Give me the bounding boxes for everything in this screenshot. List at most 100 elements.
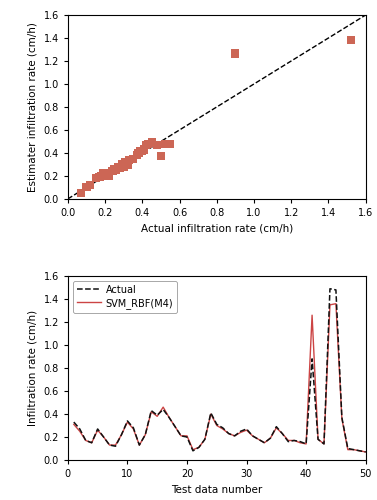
Actual (83, 438, 88, 444)
Actual (119, 432, 124, 438)
Legend: Actual, SVM_RBF(M4): Actual, SVM_RBF(M4) (73, 281, 177, 312)
SVM_RBF(M4) (274, 425, 279, 431)
Actual (262, 440, 267, 446)
SVM_RBF(M4) (357, 448, 362, 454)
Actual (208, 410, 213, 416)
Actual (173, 424, 177, 430)
Point (141, 146, 147, 154)
SVM_RBF(M4) (232, 433, 237, 439)
SVM_RBF(M4) (149, 408, 153, 414)
SVM_RBF(M4) (137, 442, 142, 448)
Actual (363, 449, 368, 455)
Actual (101, 434, 106, 440)
SVM_RBF(M4) (304, 441, 308, 447)
Point (154, 141, 160, 149)
Actual (131, 425, 136, 431)
Point (134, 151, 140, 159)
Actual (244, 426, 249, 432)
SVM_RBF(M4) (125, 419, 130, 425)
Point (149, 138, 155, 146)
SVM_RBF(M4) (238, 430, 243, 436)
Actual (328, 286, 332, 292)
Actual (238, 428, 243, 434)
SVM_RBF(M4) (268, 435, 273, 441)
Point (145, 140, 151, 147)
SVM_RBF(M4) (215, 422, 219, 428)
SVM_RBF(M4) (244, 427, 249, 433)
Point (106, 172, 112, 180)
Point (97, 173, 103, 181)
Actual (346, 446, 350, 452)
SVM_RBF(M4) (131, 426, 136, 432)
SVM_RBF(M4) (89, 440, 94, 446)
SVM_RBF(M4) (334, 300, 338, 306)
Actual (137, 442, 142, 448)
SVM_RBF(M4) (340, 416, 344, 422)
Actual (113, 443, 118, 449)
Point (139, 146, 145, 154)
Point (123, 158, 129, 166)
Point (117, 164, 123, 172)
Actual (256, 436, 261, 442)
SVM_RBF(M4) (83, 438, 88, 444)
SVM_RBF(M4) (250, 433, 255, 439)
SVM_RBF(M4) (101, 434, 106, 440)
Y-axis label: Estimater infiltration rate (cm/h): Estimater infiltration rate (cm/h) (28, 22, 38, 192)
Actual (304, 441, 308, 447)
X-axis label: Test data number: Test data number (171, 484, 262, 494)
SVM_RBF(M4) (78, 428, 82, 434)
SVM_RBF(M4) (292, 438, 296, 444)
Actual (310, 356, 314, 362)
Actual (250, 433, 255, 439)
X-axis label: Actual infiltration rate (cm/h): Actual infiltration rate (cm/h) (141, 224, 293, 234)
Point (167, 140, 173, 147)
Point (111, 165, 117, 173)
SVM_RBF(M4) (155, 414, 159, 420)
SVM_RBF(M4) (197, 444, 201, 450)
Point (162, 140, 168, 147)
Point (100, 170, 106, 177)
Actual (227, 430, 231, 436)
Actual (185, 434, 189, 440)
Point (138, 146, 144, 154)
Point (121, 162, 127, 170)
Point (83, 184, 89, 192)
Point (143, 141, 149, 149)
SVM_RBF(M4) (191, 446, 195, 452)
Actual (125, 418, 130, 424)
Point (158, 152, 164, 160)
SVM_RBF(M4) (208, 411, 213, 417)
Actual (215, 422, 219, 428)
Actual (179, 433, 183, 439)
Actual (72, 419, 76, 425)
SVM_RBF(M4) (202, 436, 207, 442)
Point (119, 160, 125, 168)
SVM_RBF(M4) (322, 441, 326, 447)
Point (232, 50, 238, 58)
Actual (357, 448, 362, 454)
Actual (202, 436, 207, 442)
SVM_RBF(M4) (262, 440, 267, 446)
Point (102, 170, 108, 177)
Point (115, 162, 121, 170)
Actual (280, 430, 285, 436)
Actual (292, 438, 296, 444)
Actual (143, 432, 147, 438)
Actual (232, 433, 237, 439)
SVM_RBF(M4) (310, 312, 314, 318)
Actual (274, 424, 279, 430)
SVM_RBF(M4) (167, 414, 172, 420)
SVM_RBF(M4) (179, 433, 183, 439)
SVM_RBF(M4) (95, 427, 100, 433)
Point (124, 160, 130, 168)
SVM_RBF(M4) (363, 449, 368, 455)
SVM_RBF(M4) (298, 440, 302, 446)
Actual (298, 438, 302, 444)
Actual (334, 287, 338, 293)
SVM_RBF(M4) (161, 404, 166, 410)
Point (78, 189, 84, 197)
Actual (78, 426, 82, 432)
SVM_RBF(M4) (227, 430, 231, 436)
Actual (322, 441, 326, 447)
Actual (155, 412, 159, 418)
